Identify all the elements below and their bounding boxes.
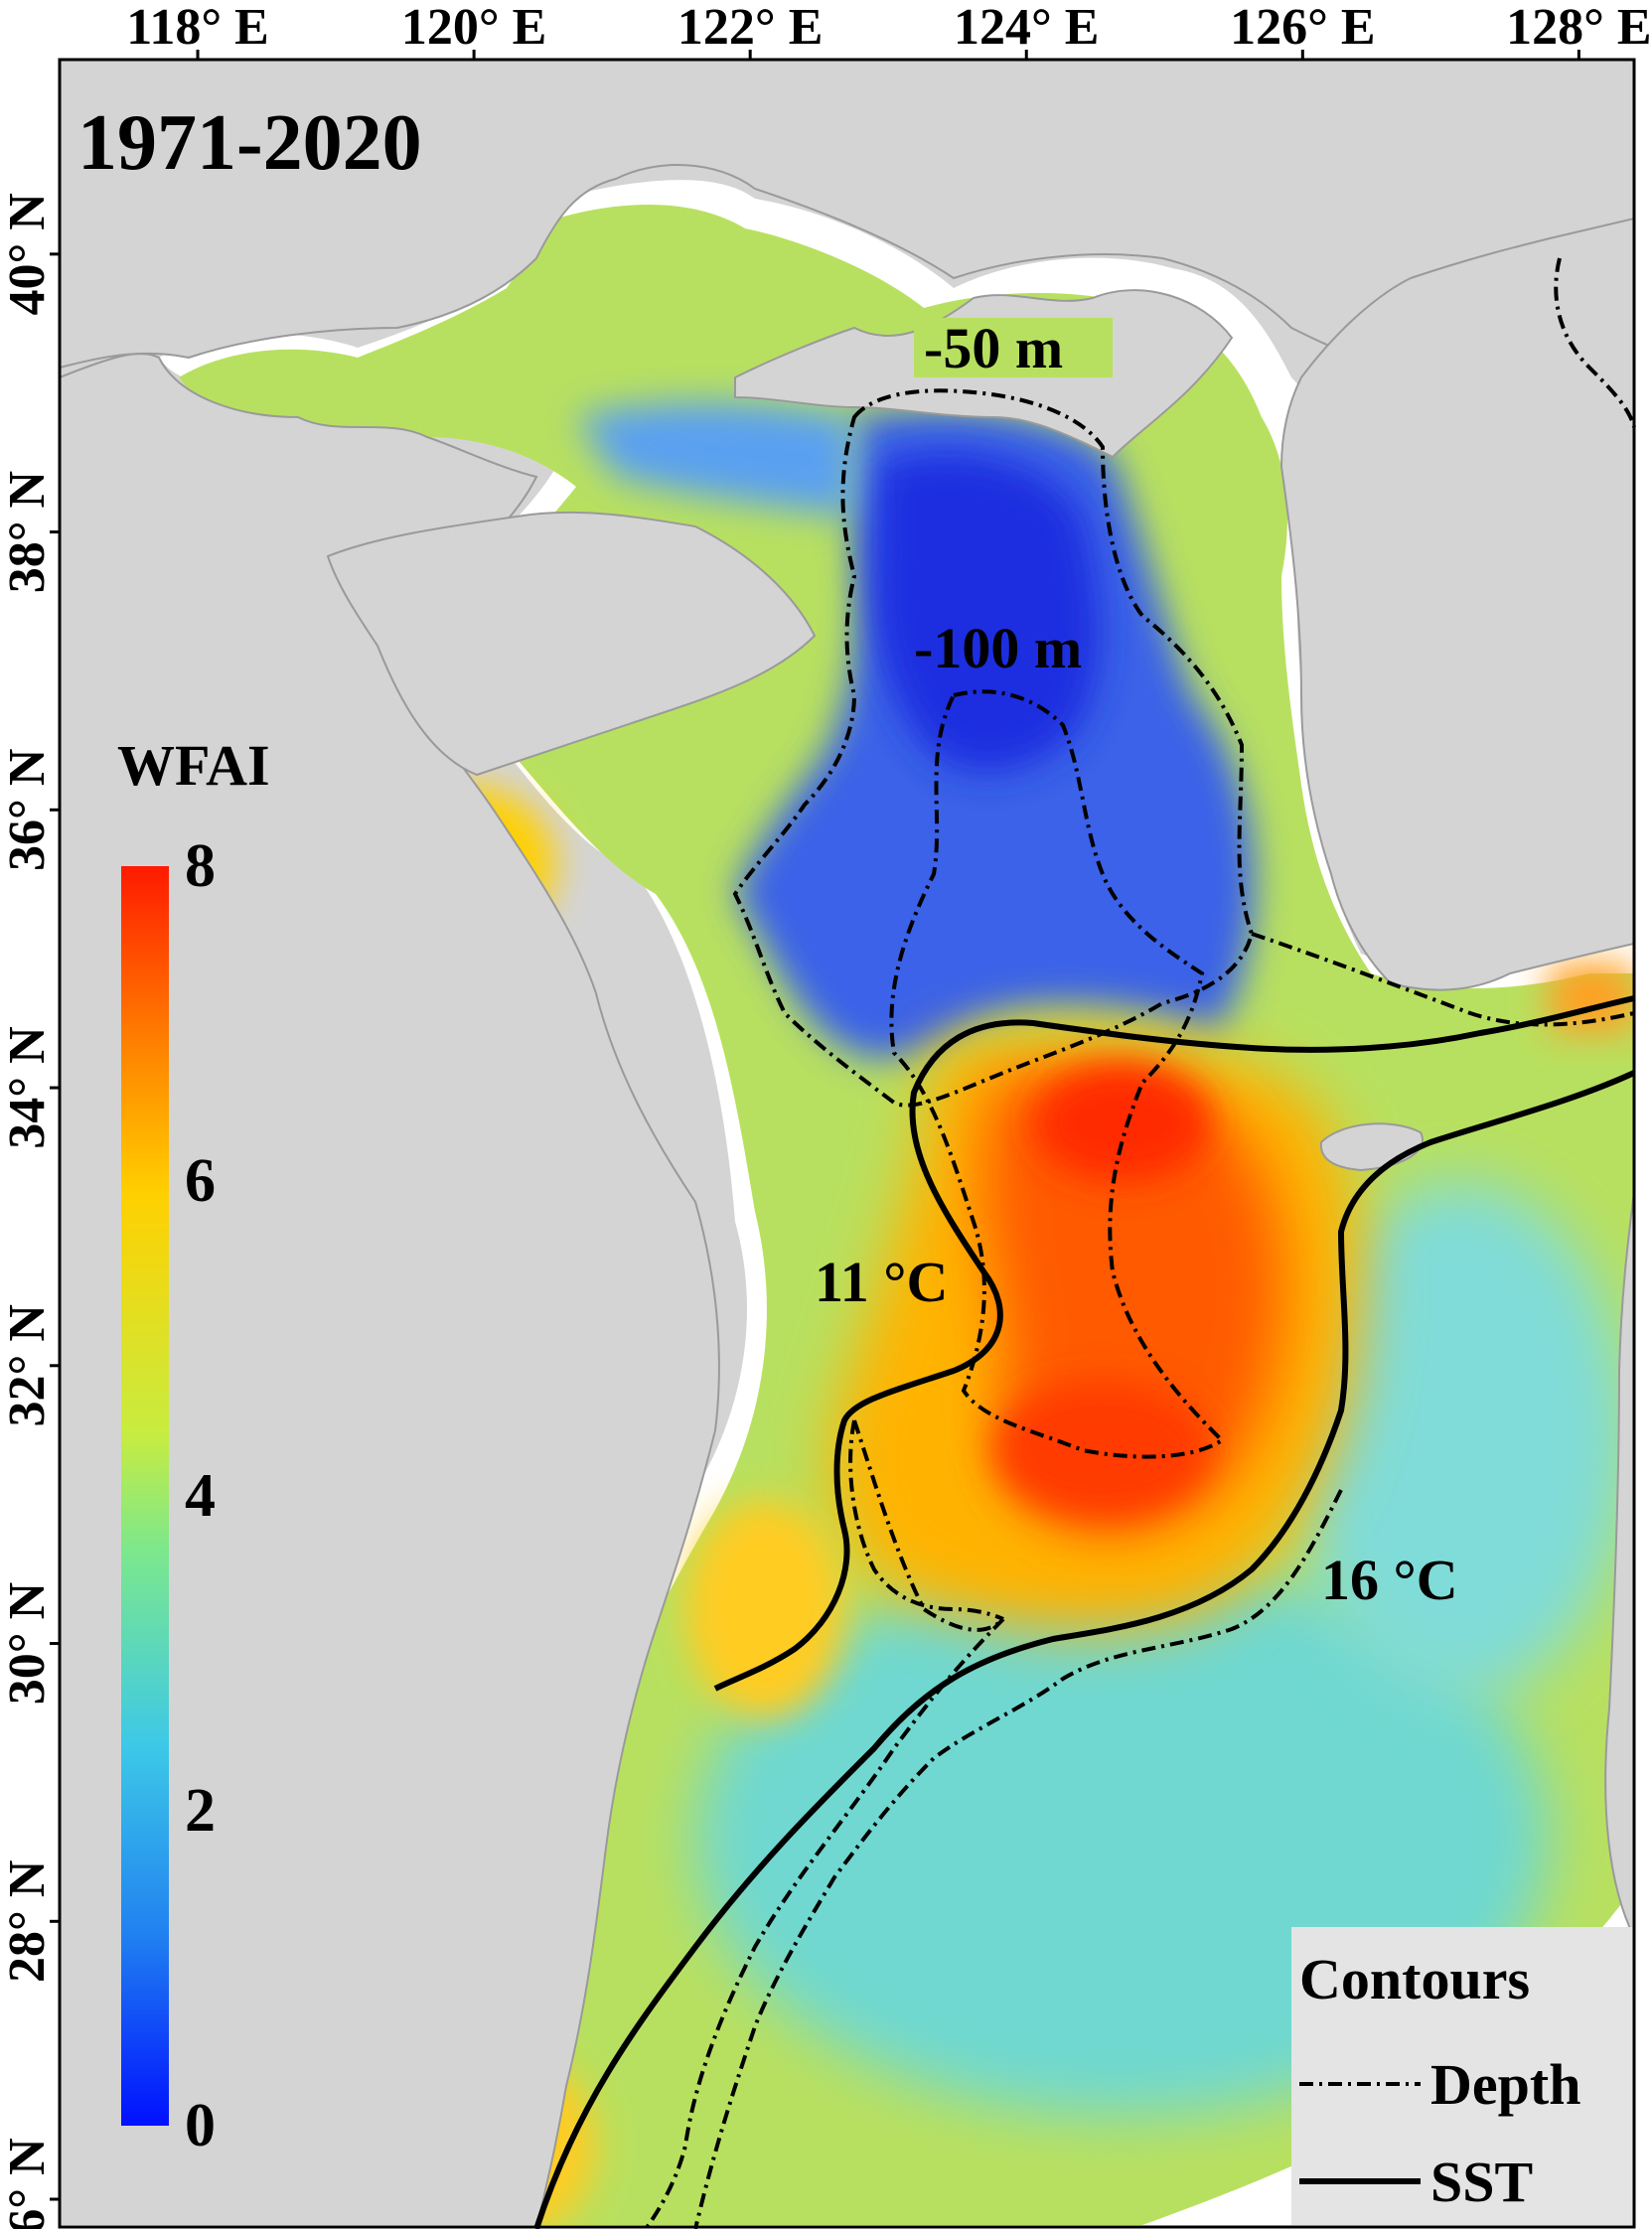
wfai-peak-south xyxy=(993,1381,1212,1520)
wfai-yellow-zj xyxy=(685,1500,844,1718)
legend-sst-label: SST xyxy=(1430,2150,1533,2214)
land-china-coast xyxy=(60,353,720,2225)
y-tick-label: 30° N xyxy=(0,1582,56,1705)
colorbar-tick-label: 4 xyxy=(185,1462,216,1530)
contour-labels: -50 m -100 m 11 °C 16 °C xyxy=(815,316,1458,1612)
depth-contour-50m xyxy=(732,388,1255,1108)
legend-title: Contours xyxy=(1299,1947,1530,2011)
depth-contour-inner xyxy=(848,1419,1004,1621)
colorbar-tick-label: 2 xyxy=(185,1777,216,1845)
sst-11-label: 11 °C xyxy=(815,1250,948,1314)
y-tick-label: 38° N xyxy=(0,471,56,593)
legend-box xyxy=(1291,1927,1634,2225)
sst-contour-11c xyxy=(713,995,1635,1692)
longitude-axis: 118° E 120° E 122° E 124° E 126° E 128° E xyxy=(126,0,1652,60)
period-title: 1971-2020 xyxy=(77,99,422,187)
legend-depth-label: Depth xyxy=(1430,2052,1580,2117)
depth-contour-northeast xyxy=(1554,257,1636,428)
colorbar: WFAI 8 6 4 2 0 xyxy=(117,733,270,2159)
depth-50-label: -50 m xyxy=(924,316,1063,380)
land-taiwan-strait xyxy=(60,1987,417,2225)
x-tick-label: 128° E xyxy=(1506,0,1651,56)
x-tick-label: 118° E xyxy=(126,0,269,56)
y-tick-label: 26° N xyxy=(0,2138,56,2229)
wfai-cool-east xyxy=(1291,1182,1629,1699)
depth-contour-korea xyxy=(1251,932,1635,1027)
y-tick-label: 32° N xyxy=(0,1304,56,1426)
wfai-peak xyxy=(1033,1063,1212,1182)
x-tick-label: 120° E xyxy=(401,0,546,56)
contour-legend: Contours Depth SST xyxy=(1291,1927,1634,2225)
x-tick-label: 124° E xyxy=(954,0,1099,56)
colorbar-ticks: 8 6 4 2 0 xyxy=(185,832,216,2159)
colorbar-tick-label: 8 xyxy=(185,832,216,900)
wfai-bohai-blue xyxy=(576,402,854,517)
land-shandong-peninsula xyxy=(326,511,817,777)
x-tick-label: 126° E xyxy=(1230,0,1375,56)
y-tick-label: 34° N xyxy=(0,1026,56,1148)
depth-contour-shelf-outer xyxy=(693,1489,1343,2229)
wfai-lowest-region xyxy=(872,453,1101,773)
sst-contour-16c xyxy=(533,1070,1636,2229)
colorbar-tick-label: 0 xyxy=(185,2092,216,2159)
y-tick-label: 36° N xyxy=(0,749,56,871)
latitude-axis: 40° N 38° N 36° N 34° N 32° N 30° N 28° N 26° N xyxy=(0,193,60,2229)
depth-50-label-bg xyxy=(914,318,1113,377)
y-tick-label: 40° N xyxy=(0,193,56,315)
colorbar-gradient xyxy=(121,866,169,2126)
colorbar-tick-label: 6 xyxy=(185,1147,216,1215)
map-frame xyxy=(58,58,1636,2229)
sst-16-label: 16 °C xyxy=(1321,1548,1458,1612)
y-tick-label: 28° N xyxy=(0,1860,56,1983)
x-tick-label: 122° E xyxy=(677,0,823,56)
depth-100-label: -100 m xyxy=(914,616,1082,680)
contour-lines xyxy=(533,257,1636,2229)
land-japan xyxy=(1604,1191,1634,1938)
colorbar-title: WFAI xyxy=(117,733,270,798)
